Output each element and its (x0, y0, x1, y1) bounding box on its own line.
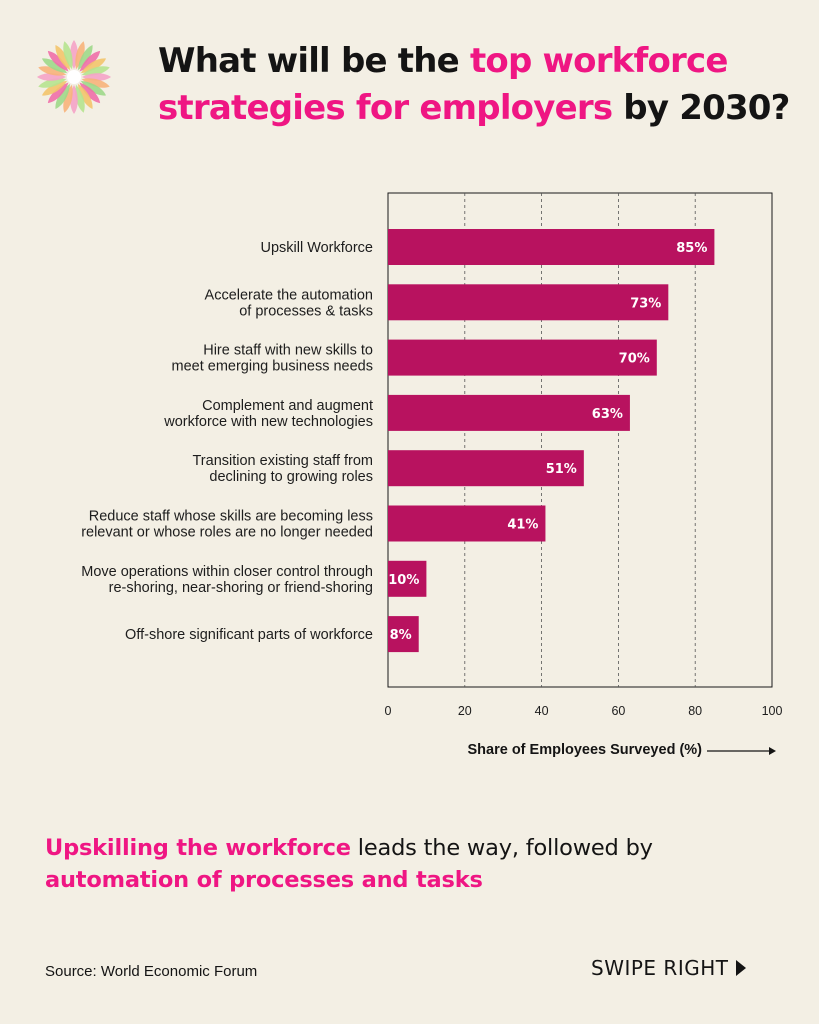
x-tick-label: 40 (535, 704, 549, 718)
plot-frame (387, 192, 773, 688)
swipe-right-button[interactable]: SWIPE RIGHT (591, 956, 747, 980)
bar (388, 505, 546, 542)
bar-value-label: 8% (390, 628, 412, 643)
bar (388, 450, 584, 487)
title-text-end: by 2030? (612, 88, 790, 128)
category-label: Complement and augment workforce with new… (163, 398, 373, 430)
x-tick-label: 20 (458, 704, 472, 718)
title-text-start: What will be the (158, 41, 470, 81)
x-tick-label: 100 (762, 704, 783, 718)
takeaway-text-1: leads the way, followed by (350, 835, 653, 861)
category-label: Transition existing staff from declining … (192, 453, 373, 485)
bar-value-label: 70% (619, 352, 650, 367)
category-label: Reduce staff whose skills are becoming l… (81, 509, 373, 541)
bar-value-label: 10% (388, 573, 419, 588)
bar (388, 339, 657, 376)
bar-value-label: 73% (630, 296, 661, 311)
category-label: Move operations within closer control th… (81, 564, 373, 596)
bar-value-label: 63% (592, 407, 623, 422)
category-label: Accelerate the automation of processes & … (205, 287, 373, 319)
bar (388, 284, 669, 321)
takeaway-highlight-1: Upskilling the workforce (45, 835, 351, 861)
bar-value-label: 41% (507, 518, 538, 533)
swipe-right-label: SWIPE RIGHT (591, 956, 729, 980)
flower-burst-icon (37, 40, 111, 114)
bar (388, 394, 630, 431)
page-title: What will be the top workforce strategie… (158, 38, 798, 132)
category-label: Upskill Workforce (260, 240, 373, 256)
title-highlight: top workforce strategies for employers (158, 41, 728, 128)
category-label: Hire staff with new skills to meet emergi… (171, 343, 373, 375)
takeaway-highlight-2: automation of processes and tasks (45, 867, 483, 893)
x-tick-label: 0 (385, 704, 392, 718)
play-arrow-icon (736, 960, 747, 976)
bar (388, 616, 419, 653)
x-tick-label: 60 (611, 704, 625, 718)
arrow-right-icon (707, 747, 776, 755)
bar-value-label: 85% (676, 241, 707, 256)
bar (388, 560, 427, 597)
takeaway-text: Upskilling the workforce leads the way, … (45, 832, 785, 896)
bar (388, 229, 715, 265)
category-label: Off-shore significant parts of workforce (125, 627, 373, 643)
bar-value-label: 51% (546, 462, 577, 477)
source-note: Source: World Economic Forum (45, 963, 258, 980)
x-axis-title: Share of Employees Surveyed (%) (467, 742, 703, 758)
x-tick-label: 80 (688, 704, 702, 718)
